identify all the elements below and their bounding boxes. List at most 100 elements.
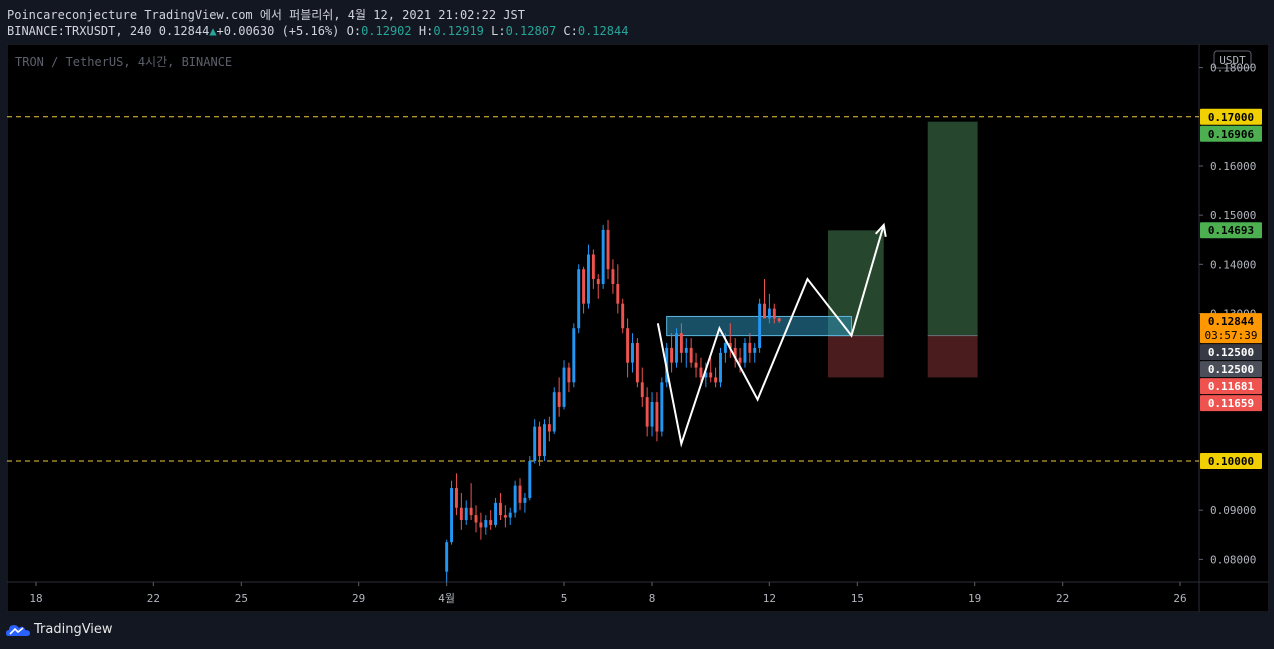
candle[interactable] [542,419,546,462]
candle[interactable] [562,360,566,410]
price-axis-label-green[interactable]: 0.16906 [1200,125,1262,142]
candle-body [699,367,703,378]
candle[interactable] [655,392,659,442]
x-axis-tick-label: 18 [29,592,42,605]
candle[interactable] [538,421,542,466]
candle[interactable] [523,492,527,513]
candle[interactable] [728,323,732,358]
price-axis-label-yellow[interactable]: 0.10000 [1200,453,1262,470]
candle[interactable] [679,323,683,363]
candle[interactable] [743,338,747,368]
long-position-stop-zone[interactable] [828,335,884,378]
candle[interactable] [694,352,698,378]
candle[interactable] [528,456,532,501]
candle[interactable] [577,264,581,334]
candle[interactable] [767,293,771,324]
candle[interactable] [675,328,678,368]
candle[interactable] [777,317,781,323]
candle[interactable] [498,492,502,521]
candle[interactable] [557,377,561,417]
candle[interactable] [596,274,600,299]
price-axis-label-gray2[interactable]: 0.12500 [1200,361,1262,378]
candle[interactable] [601,224,605,289]
candle[interactable] [670,333,674,373]
candle-body [738,357,742,363]
candle[interactable] [611,259,615,294]
candle[interactable] [567,362,571,393]
tradingview-logo[interactable]: TradingView [6,622,113,637]
candle[interactable] [572,323,576,388]
candle[interactable] [635,338,639,388]
candle[interactable] [714,367,718,388]
candle[interactable] [582,266,586,314]
candle[interactable] [508,507,512,525]
y-axis-tick-label: 0.08000 [1210,553,1256,566]
candle[interactable] [689,338,693,368]
x-axis-tick-label: 5 [561,592,568,605]
candle[interactable] [699,357,703,383]
candle[interactable] [621,298,625,334]
price-axis-label-green[interactable]: 0.14693 [1200,222,1262,239]
candle-body [479,522,483,528]
price-label-bg [1200,361,1262,378]
price-axis-label-yellow[interactable]: 0.17000 [1200,108,1262,125]
candle[interactable] [547,416,551,442]
candle-body [640,382,644,398]
candle[interactable] [763,279,766,319]
price-axis-label-red[interactable]: 0.11681 [1200,378,1262,395]
candle[interactable] [513,480,517,518]
candle[interactable] [650,392,654,437]
candle[interactable] [733,338,737,368]
candle[interactable] [445,539,449,582]
currency-badge[interactable]: USDT [1213,50,1252,69]
ohlc-legend: BINANCE:TRXUSDT, 240 0.12844▲+0.00630 (+… [7,24,628,38]
candle[interactable] [494,497,498,528]
candle[interactable] [587,244,590,309]
candle[interactable] [640,367,644,407]
candle[interactable] [591,249,595,289]
candle[interactable] [709,357,713,383]
candle[interactable] [552,387,556,434]
price-chart[interactable]: TRON / TetherUS, 4시간, BINANCE USDT 0.180… [7,44,1269,612]
candle[interactable] [533,419,537,464]
price-axis-label-red[interactable]: 0.11659 [1200,395,1262,412]
candle-body [508,512,512,518]
candle[interactable] [748,333,752,363]
candle[interactable] [484,515,488,535]
candle[interactable] [645,387,649,437]
candle[interactable] [606,220,610,280]
symbol-label[interactable]: BINANCE:TRXUSDT, 240 [7,24,152,38]
candle-body [518,485,522,503]
low-label: L: [491,24,506,38]
candle-body [689,347,693,363]
candle[interactable] [450,480,454,545]
candle[interactable] [469,483,473,521]
candle[interactable] [489,510,493,530]
long-position-stop-zone[interactable] [927,335,978,378]
price-label-bg [1200,222,1262,239]
candle-body [611,269,615,284]
long-position-target-zone[interactable] [927,121,978,336]
candle[interactable] [684,338,688,368]
candle[interactable] [464,500,468,525]
candle[interactable] [660,377,664,437]
candle[interactable] [454,473,458,516]
candle-body [704,372,708,378]
candle[interactable] [479,512,483,540]
candle[interactable] [719,347,722,388]
candle-body [733,347,737,358]
candle[interactable] [758,298,762,353]
candle[interactable] [753,342,757,363]
candle-body [601,229,605,284]
candle[interactable] [772,303,776,324]
candle[interactable] [474,505,478,533]
candle[interactable] [631,333,634,373]
price-axis-label-gray[interactable]: 0.12500 [1200,344,1262,361]
candle[interactable] [503,505,507,528]
candle[interactable] [616,264,620,314]
w-pattern-projection-line[interactable] [656,224,885,448]
candle[interactable] [518,478,522,511]
candle[interactable] [626,318,630,378]
candle[interactable] [459,492,463,530]
